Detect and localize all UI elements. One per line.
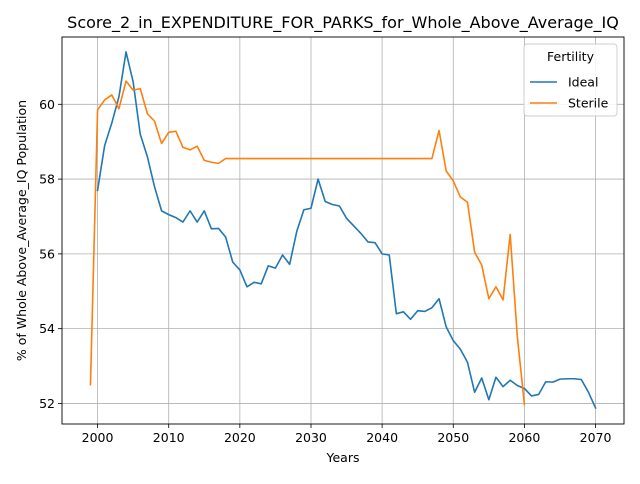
legend-label-ideal: Ideal — [568, 75, 598, 90]
plot-frame — [61, 36, 625, 425]
x-tick-label: 2070 — [580, 430, 612, 445]
series-line-ideal — [96, 51, 597, 409]
y-tick-label: 52 — [39, 396, 55, 411]
series-line-sterile — [89, 80, 526, 406]
y-axis-ticks: 52 54 56 58 60 — [39, 97, 62, 411]
x-tick-label: 2040 — [366, 430, 398, 445]
x-tick-label: 2030 — [295, 430, 327, 445]
legend-box — [523, 43, 618, 117]
y-tick-label: 60 — [39, 97, 55, 112]
x-axis-ticks: 2000 2010 2020 2030 2040 2050 2060 2070 — [82, 424, 612, 445]
x-tick-label: 2010 — [153, 430, 185, 445]
legend-label-sterile: Sterile — [568, 96, 609, 111]
y-tick-label: 54 — [39, 321, 55, 336]
x-tick-label: 2050 — [437, 430, 469, 445]
x-tick-label: 2020 — [224, 430, 256, 445]
x-tick-label: 2060 — [508, 430, 540, 445]
chart-title: Score_2_in_EXPENDITURE_FOR_PARKS_for_Who… — [67, 13, 619, 33]
x-tick-label: 2000 — [82, 430, 114, 445]
legend: Fertility Ideal Sterile — [523, 43, 618, 117]
y-axis-label: % of Whole Above_Average_IQ Population — [14, 100, 29, 361]
x-axis-label: Years — [326, 450, 360, 465]
y-tick-label: 58 — [39, 172, 55, 187]
y-tick-label: 56 — [39, 246, 55, 261]
legend-title: Fertility — [547, 49, 595, 64]
series-lines — [89, 51, 597, 409]
